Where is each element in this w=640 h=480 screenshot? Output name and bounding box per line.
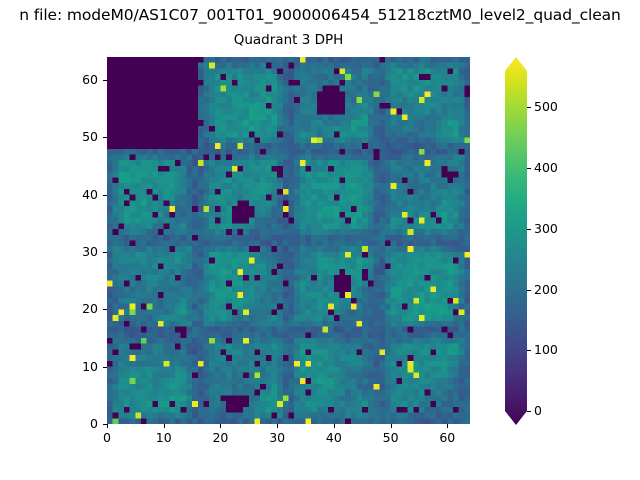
x-tick-label: 10 <box>155 430 172 445</box>
x-tick-mark <box>107 424 108 428</box>
y-tick-label: 40 <box>82 186 98 202</box>
x-tick-mark <box>447 424 448 428</box>
y-tick-label: 0 <box>90 416 98 431</box>
y-tick-mark <box>103 367 107 368</box>
colorbar-tick-label: 500 <box>534 99 558 115</box>
y-tick-label: 60 <box>82 71 98 87</box>
y-tick-mark <box>103 80 107 81</box>
x-tick-mark <box>334 424 335 428</box>
heatmap-axes <box>107 57 470 424</box>
x-tick-mark <box>277 424 278 428</box>
y-tick-mark <box>103 424 107 425</box>
y-tick-label: 10 <box>82 358 98 374</box>
y-tick-label: 30 <box>82 243 98 259</box>
x-tick-label: 30 <box>269 430 286 445</box>
colorbar-tick-mark <box>527 290 531 291</box>
colorbar-tick-label: 0 <box>534 403 542 418</box>
x-tick-label: 50 <box>382 430 399 445</box>
dph-heatmap-image <box>107 57 470 424</box>
x-tick-label: 0 <box>103 430 111 445</box>
colorbar-tick-mark <box>527 350 531 351</box>
axes-title: Quadrant 3 DPH <box>233 32 344 48</box>
colorbar-tick-mark <box>527 411 531 412</box>
x-tick-mark <box>220 424 221 428</box>
x-tick-mark <box>391 424 392 428</box>
y-tick-mark <box>103 195 107 196</box>
y-tick-mark <box>103 252 107 253</box>
figure-suptitle: n file: modeM0/AS1C07_001T01_9000006454_… <box>0 4 640 26</box>
x-tick-label: 40 <box>325 430 342 445</box>
x-tick-label: 60 <box>439 430 456 445</box>
figure-suptitle-text: n file: modeM0/AS1C07_001T01_9000006454_… <box>19 6 621 24</box>
colorbar-tick-label: 100 <box>534 342 558 358</box>
colorbar-tick-mark <box>527 229 531 230</box>
y-tick-mark <box>103 309 107 310</box>
y-tick-label: 50 <box>82 129 98 145</box>
y-tick-mark <box>103 137 107 138</box>
colorbar-tick-mark <box>527 107 531 108</box>
x-tick-label: 20 <box>212 430 229 445</box>
colorbar-tick-label: 300 <box>534 220 558 236</box>
colorbar-tick-label: 400 <box>534 160 558 176</box>
x-tick-mark <box>164 424 165 428</box>
colorbar-gradient <box>505 57 527 425</box>
colorbar <box>505 57 527 425</box>
y-tick-label: 20 <box>82 301 98 317</box>
colorbar-tick-label: 200 <box>534 281 558 297</box>
colorbar-tick-mark <box>527 168 531 169</box>
